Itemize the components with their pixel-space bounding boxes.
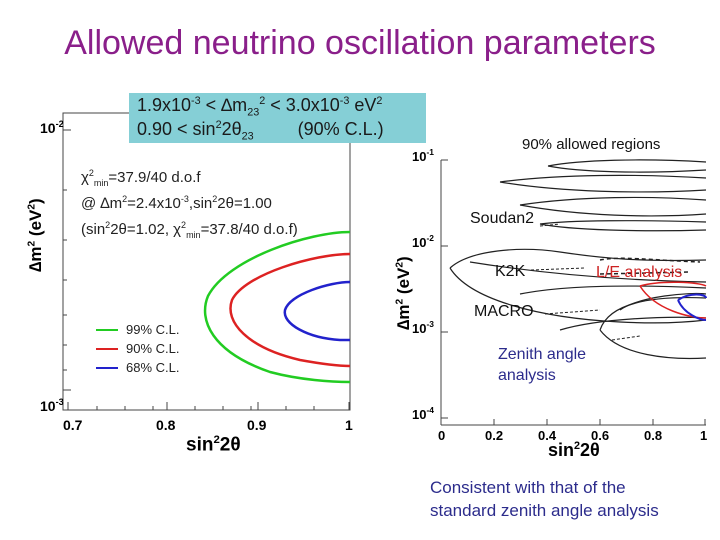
alt-fit-line: (sin22θ=1.02, χ2min=37.8/40 d.o.f) <box>81 220 298 240</box>
consistency-note: Consistent with that of the standard zen… <box>430 478 659 520</box>
legend-99: 99% C.L. <box>126 322 180 337</box>
right-x-axis-label: sin22θ <box>548 440 600 460</box>
soudan2-label: Soudan2 <box>470 210 535 227</box>
left-plot-xticks <box>67 402 350 410</box>
left-xtick: 0.9 <box>247 417 267 433</box>
right-xtick: 0 <box>438 428 446 443</box>
left-xtick: 0.8 <box>156 417 176 433</box>
right-y-axis-label: ∆m2 (eV2) <box>394 256 413 330</box>
soudan-pointer <box>539 223 561 227</box>
left-ytick-top: 10-2 <box>40 119 64 136</box>
right-plot-le-region <box>639 281 707 319</box>
legend-68: 68% C.L. <box>126 360 180 375</box>
right-xtick: 1 <box>700 428 708 443</box>
k2k-pointer <box>530 267 586 271</box>
right-plot-dashed <box>599 257 701 275</box>
chi-min-line: χ2min=37.9/40 d.o.f <box>81 168 201 188</box>
le-analysis-label: L/E analysis <box>596 264 683 281</box>
best-fit-line: @ ∆m2=2.4x10-3,sin22θ=1.00 <box>81 194 272 212</box>
right-xtick: 0.6 <box>591 428 610 443</box>
left-xtick: 1 <box>345 417 353 433</box>
range-box <box>129 93 426 143</box>
legend-90: 90% C.L. <box>126 341 180 356</box>
left-plot-axes <box>62 112 351 411</box>
right-ytick: 10-4 <box>412 405 434 422</box>
right-plot-blue-region <box>677 293 707 321</box>
right-xtick: 0.2 <box>485 428 504 443</box>
right-ytick: 10-1 <box>412 147 434 164</box>
contour-68 <box>283 280 351 342</box>
left-ytick-bottom: 10-3 <box>40 397 64 414</box>
right-ytick: 10-3 <box>412 319 434 336</box>
right-xtick: 0.4 <box>538 428 557 443</box>
zenith-angle-label: Zenith angle analysis <box>498 346 587 384</box>
left-plot-yticks <box>63 129 71 391</box>
k2k-label: K2K <box>495 263 526 280</box>
mass-range-line: 1.9x10-3 < ∆m232 < 3.0x10-3 eV2 <box>137 95 383 119</box>
macro-label: MACRO <box>474 303 534 320</box>
right-plot-title: 90% allowed regions <box>522 136 661 153</box>
left-y-axis-label: ∆m2 (eV2) <box>26 198 45 272</box>
slide-title: Allowed neutrino oscillation parameters <box>64 24 656 62</box>
right-ytick: 10-2 <box>412 233 434 250</box>
macro-pointer <box>544 309 601 315</box>
right-plot-regions <box>449 159 707 359</box>
contour-90 <box>229 252 351 368</box>
mixing-range-line: 0.90 < sin22θ23 (90% C.L.) <box>137 119 384 143</box>
left-xtick: 0.7 <box>63 417 83 433</box>
contour-99 <box>203 230 351 384</box>
zenith-pointer <box>611 335 641 341</box>
right-plot-ticks <box>441 159 706 425</box>
left-x-axis-label: sin22θ <box>186 434 241 456</box>
right-xtick: 0.8 <box>644 428 663 443</box>
